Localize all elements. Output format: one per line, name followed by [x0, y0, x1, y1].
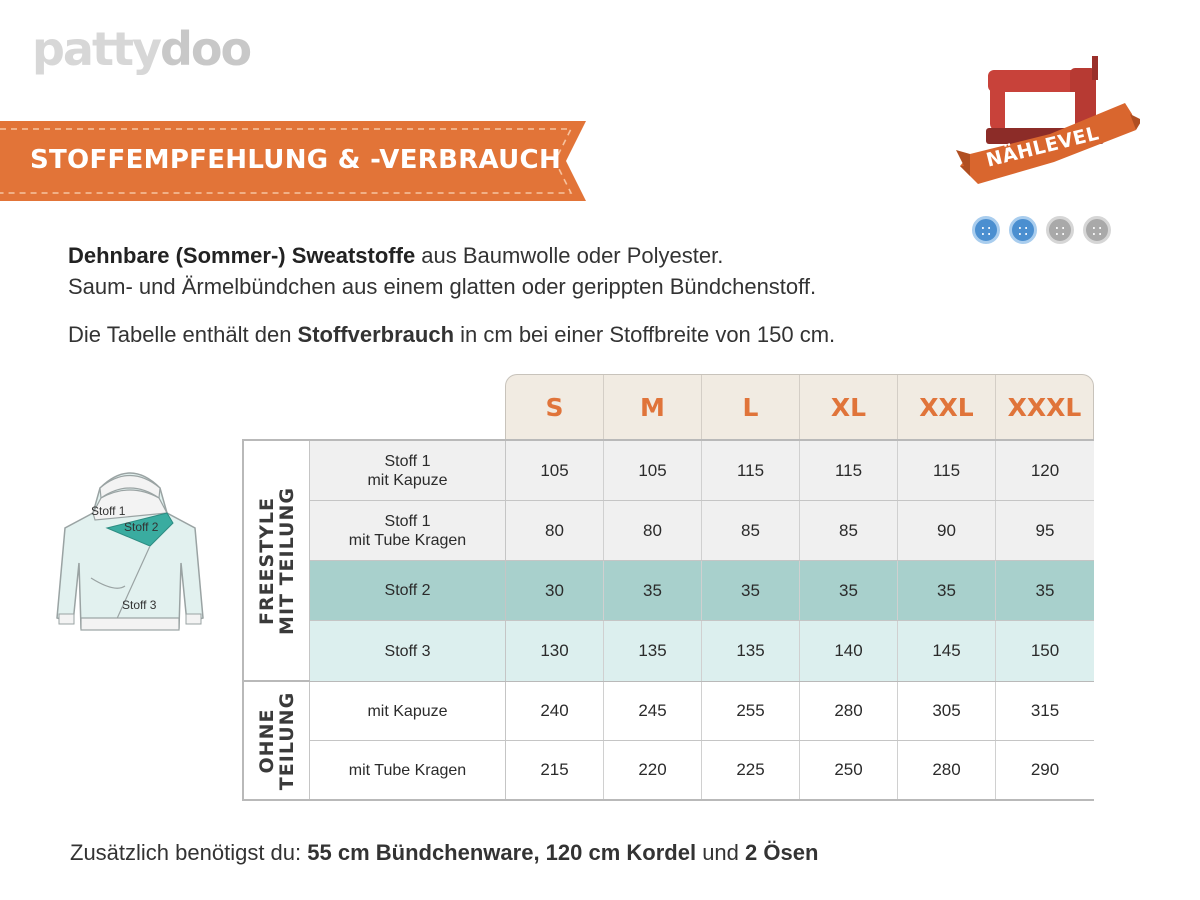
table-cell: 80	[604, 501, 702, 560]
size-header-xxl: XXL	[898, 375, 996, 440]
size-header-l: L	[702, 375, 800, 440]
table-cell: 35	[800, 561, 898, 620]
table-cell: 280	[898, 741, 996, 799]
row-label: mit Tube Kragen	[310, 741, 506, 799]
table-row: Stoff 3 130 135 135 140 145 150	[310, 621, 1094, 681]
table-cell: 315	[1030, 701, 1060, 720]
group-freestyle: FREESTYLE MIT TEILUNG	[244, 441, 310, 680]
fabric-consumption-table: FREESTYLE MIT TEILUNG OHNE TEILUNG Stoff…	[242, 439, 1094, 801]
size-header-s: S	[506, 375, 604, 440]
table-row: mit Tube Kragen 215 220 225 250 280 290	[310, 741, 1094, 799]
table-cell: 220	[604, 741, 702, 799]
table-cell: 140	[800, 621, 898, 681]
difficulty-level	[972, 216, 1111, 244]
group-ohne-teilung: OHNE TEILUNG	[244, 682, 310, 799]
table-cell: 255	[702, 682, 800, 740]
table-cell: 35	[1035, 580, 1055, 600]
hoodie-label-stoff1: Stoff 1	[91, 504, 126, 518]
group-label-freestyle: FREESTYLE MIT TEILUNG	[255, 486, 298, 635]
table-cell: 80	[506, 501, 604, 560]
row-label: mit Kapuze	[310, 682, 506, 740]
table-row: Stoff 1 mit Tube Kragen 80 80 85 85 90 9…	[310, 501, 1094, 561]
table-cell: 85	[800, 501, 898, 560]
size-header-m: M	[604, 375, 702, 440]
table-cell: 130	[506, 621, 604, 681]
level-button-icon-1	[972, 216, 1000, 244]
section-banner	[0, 121, 586, 201]
table-cell: 135	[604, 621, 702, 681]
row-label: Stoff 2	[310, 561, 506, 620]
fabric-recommendation: Dehnbare (Sommer-) Sweatstoffe aus Baumw…	[68, 240, 816, 302]
level-button-icon-2	[1009, 216, 1037, 244]
size-header-xl: XL	[800, 375, 898, 440]
table-cell: 305	[898, 682, 996, 740]
table-cell: 85	[702, 501, 800, 560]
table-cell: 35	[702, 561, 800, 620]
additional-materials: Zusätzlich benötigst du: 55 cm Bündchenw…	[70, 840, 819, 865]
table-cell: 115	[800, 441, 898, 500]
table-cell: 290	[1030, 760, 1060, 779]
row-label: Stoff 1 mit Kapuze	[310, 441, 506, 500]
sewing-machine-badge-icon	[956, 56, 1140, 184]
hoodie-label-stoff2: Stoff 2	[124, 520, 159, 534]
table-cell: 150	[1030, 641, 1060, 660]
table-cell: 90	[898, 501, 996, 560]
table-cell: 245	[604, 682, 702, 740]
table-row: mit Kapuze 240 245 255 280 305 315	[310, 682, 1094, 741]
table-row: Stoff 1 mit Kapuze 105 105 115 115 115 1…	[310, 441, 1094, 501]
table-cell: 115	[898, 441, 996, 500]
section-title: STOFFEMPFEHLUNG & -VERBRAUCH	[30, 145, 562, 175]
table-cell: 35	[898, 561, 996, 620]
hoodie-illustration	[56, 472, 204, 631]
table-cell: 35	[604, 561, 702, 620]
level-button-icon-4	[1083, 216, 1111, 244]
hoodie-label-stoff3: Stoff 3	[122, 598, 157, 612]
pattydoo-logo: pattydoo	[32, 22, 252, 76]
table-cell: 105	[604, 441, 702, 500]
size-header-row: S M L XL XXL XXXL	[505, 374, 1094, 440]
table-row: Stoff 2 30 35 35 35 35 35	[310, 561, 1094, 621]
table-cell: 225	[702, 741, 800, 799]
table-cell: 215	[506, 741, 604, 799]
intro-line-3: Die Tabelle enthält den Stoffverbrauch i…	[68, 322, 836, 347]
table-cell: 135	[702, 621, 800, 681]
table-cell: 250	[800, 741, 898, 799]
table-cell: 280	[800, 682, 898, 740]
group-divider	[244, 680, 1092, 682]
intro-line-1: Dehnbare (Sommer-) Sweatstoffe aus Baumw…	[68, 243, 724, 268]
table-cell: 30	[506, 561, 604, 620]
table-cell: 120	[1030, 460, 1060, 480]
table-cell: 115	[702, 441, 800, 500]
size-header-xxxl: XXXL	[1007, 393, 1082, 422]
table-cell: 240	[506, 682, 604, 740]
intro-line-2: Saum- und Ärmelbündchen aus einem glatte…	[68, 274, 817, 299]
table-cell: 105	[506, 441, 604, 500]
group-label-ohne-teilung: OHNE TEILUNG	[255, 691, 298, 790]
table-cell: 145	[898, 621, 996, 681]
table-cell: 95	[1035, 520, 1055, 540]
level-button-icon-3	[1046, 216, 1074, 244]
row-label: Stoff 1 mit Tube Kragen	[310, 501, 506, 560]
row-label: Stoff 3	[310, 621, 506, 681]
